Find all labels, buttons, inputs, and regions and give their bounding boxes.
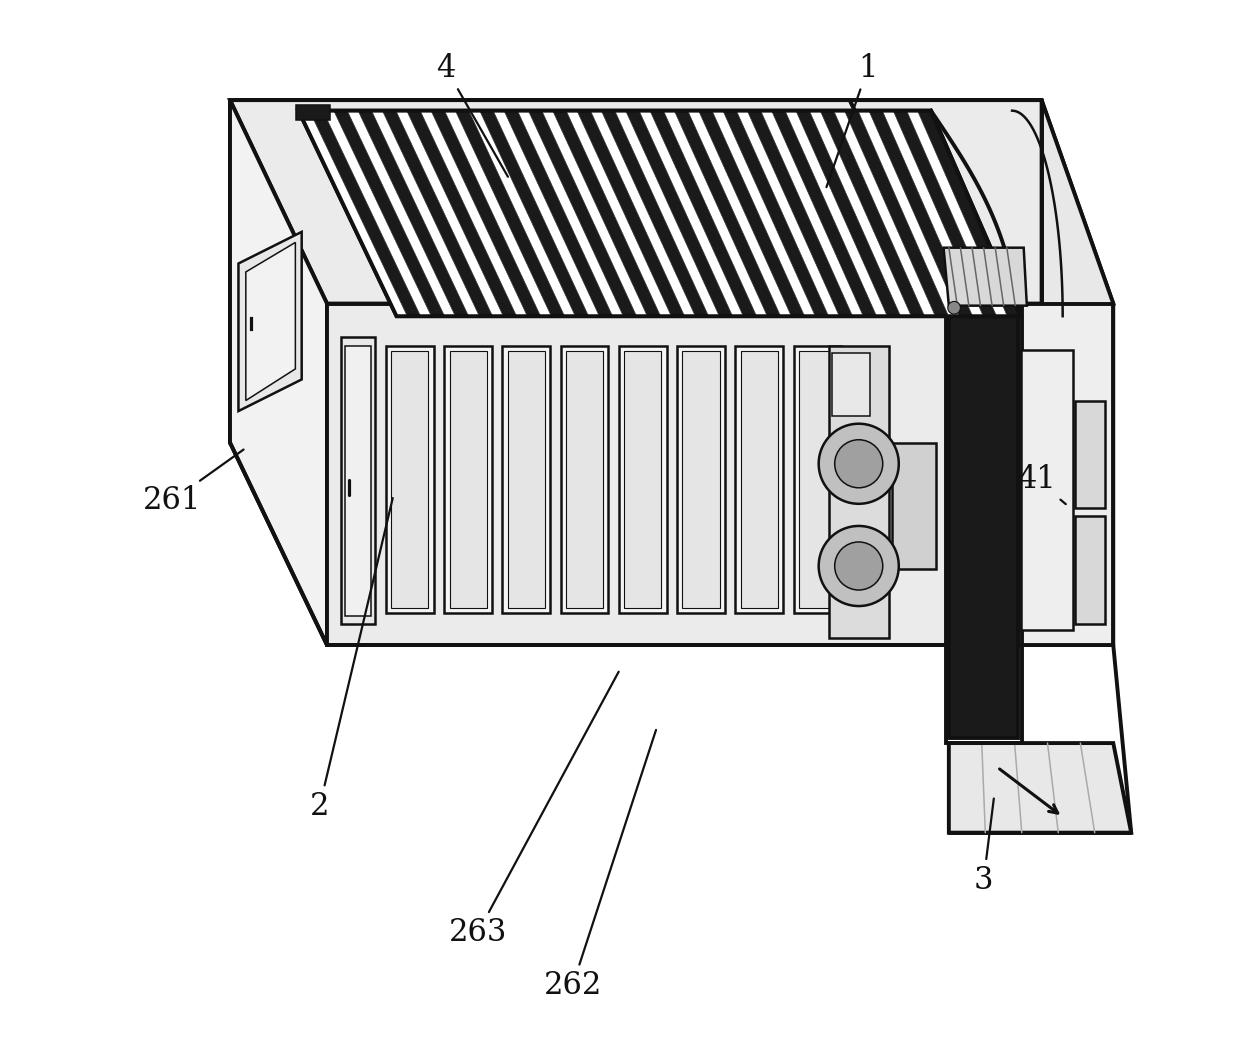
Polygon shape xyxy=(347,111,455,316)
Text: 2: 2 xyxy=(310,499,393,822)
Polygon shape xyxy=(238,232,301,411)
Polygon shape xyxy=(469,111,575,316)
Polygon shape xyxy=(345,346,371,616)
Polygon shape xyxy=(760,111,863,316)
Polygon shape xyxy=(639,111,743,316)
Polygon shape xyxy=(740,351,777,608)
Polygon shape xyxy=(590,111,696,316)
Polygon shape xyxy=(565,351,603,608)
Polygon shape xyxy=(619,346,667,613)
Polygon shape xyxy=(1075,401,1105,508)
Polygon shape xyxy=(386,346,434,613)
Polygon shape xyxy=(494,111,599,316)
Polygon shape xyxy=(949,316,1018,738)
Polygon shape xyxy=(799,351,836,608)
Polygon shape xyxy=(624,351,661,608)
Polygon shape xyxy=(231,100,949,304)
Polygon shape xyxy=(444,346,492,613)
Polygon shape xyxy=(785,111,888,316)
Polygon shape xyxy=(906,111,1007,316)
Polygon shape xyxy=(231,100,327,645)
Polygon shape xyxy=(832,353,869,416)
Polygon shape xyxy=(372,111,480,316)
Polygon shape xyxy=(1021,350,1074,630)
Polygon shape xyxy=(401,230,510,256)
Polygon shape xyxy=(892,443,936,569)
Text: 261: 261 xyxy=(143,450,243,516)
Circle shape xyxy=(947,301,961,314)
Polygon shape xyxy=(322,111,432,316)
Polygon shape xyxy=(507,351,544,608)
Polygon shape xyxy=(567,111,671,316)
Polygon shape xyxy=(735,346,784,613)
Circle shape xyxy=(818,526,899,606)
Polygon shape xyxy=(794,346,842,613)
Text: 4: 4 xyxy=(436,53,508,177)
Polygon shape xyxy=(392,351,429,608)
Polygon shape xyxy=(341,337,376,624)
Polygon shape xyxy=(712,111,816,316)
Polygon shape xyxy=(246,242,295,401)
Polygon shape xyxy=(682,351,719,608)
Polygon shape xyxy=(677,346,725,613)
Polygon shape xyxy=(849,100,1114,304)
Polygon shape xyxy=(517,111,624,316)
Polygon shape xyxy=(615,111,719,316)
Polygon shape xyxy=(420,111,527,316)
Polygon shape xyxy=(296,105,330,120)
Circle shape xyxy=(818,424,899,504)
Polygon shape xyxy=(949,304,1114,645)
Text: 262: 262 xyxy=(543,730,656,1001)
Polygon shape xyxy=(502,346,551,613)
Polygon shape xyxy=(560,346,609,613)
Polygon shape xyxy=(327,304,949,645)
Circle shape xyxy=(835,440,883,488)
Polygon shape xyxy=(299,111,1021,316)
Text: 3: 3 xyxy=(973,799,993,896)
Polygon shape xyxy=(444,111,552,316)
Polygon shape xyxy=(1042,100,1114,645)
Polygon shape xyxy=(944,248,1027,306)
Polygon shape xyxy=(688,111,791,316)
Polygon shape xyxy=(828,346,889,638)
Polygon shape xyxy=(663,111,768,316)
Polygon shape xyxy=(883,111,983,316)
Polygon shape xyxy=(833,111,935,316)
Text: 1: 1 xyxy=(826,53,878,188)
Polygon shape xyxy=(949,743,1131,833)
Polygon shape xyxy=(299,111,408,316)
Polygon shape xyxy=(858,111,960,316)
Text: 41: 41 xyxy=(1017,464,1066,504)
Polygon shape xyxy=(450,351,487,608)
Polygon shape xyxy=(810,111,911,316)
Polygon shape xyxy=(1075,516,1105,624)
Polygon shape xyxy=(542,111,647,316)
Polygon shape xyxy=(737,111,839,316)
Polygon shape xyxy=(396,111,503,316)
Text: 263: 263 xyxy=(449,671,619,949)
Circle shape xyxy=(835,542,883,590)
